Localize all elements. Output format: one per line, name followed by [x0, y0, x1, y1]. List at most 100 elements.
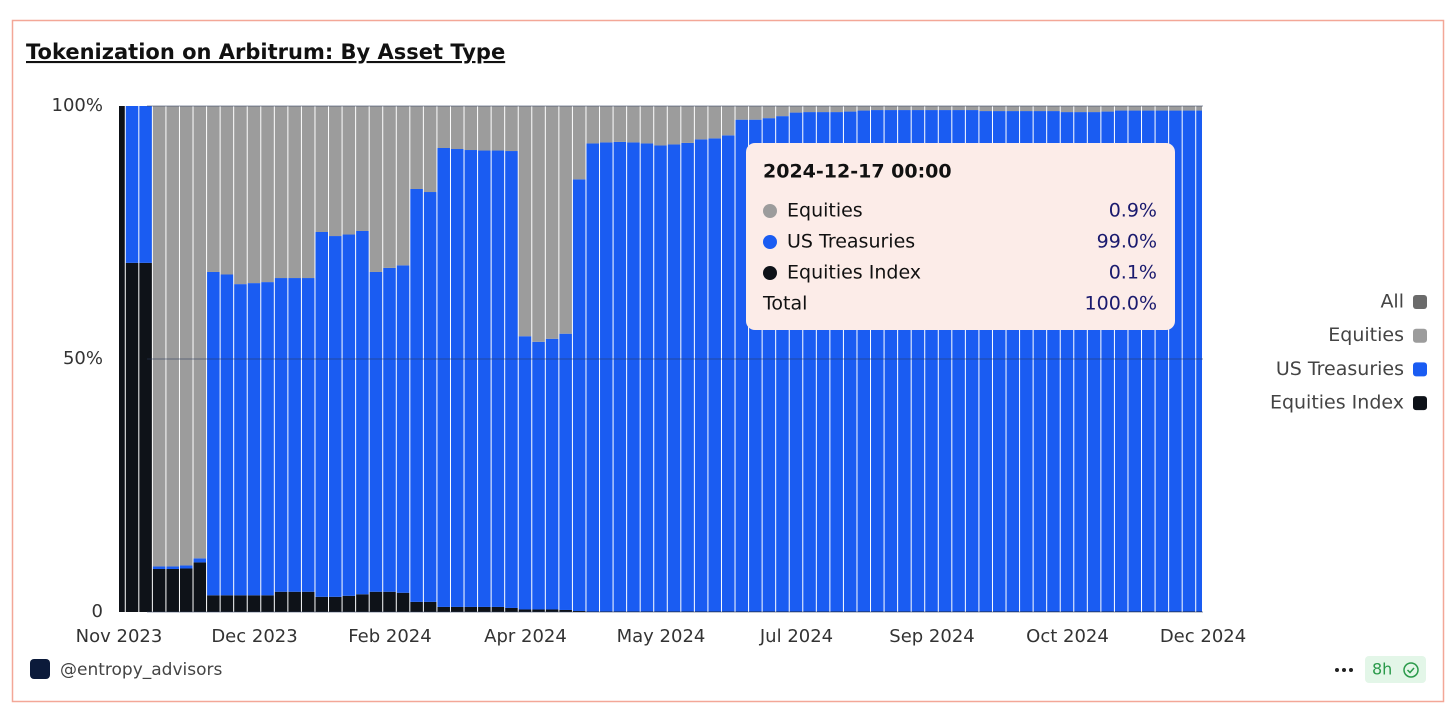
bar-segment: [843, 106, 857, 112]
bar-segment: [627, 106, 640, 143]
bar-segment: [437, 106, 450, 148]
bar-segment: [261, 595, 274, 612]
bar-segment: [572, 106, 586, 180]
bar-segment: [342, 234, 356, 596]
bar-segment: [965, 106, 979, 111]
bar-segment: [152, 568, 166, 612]
bar-segment: [274, 278, 288, 592]
bar-segment: [925, 106, 938, 111]
bar-segment: [491, 606, 505, 612]
tooltip-total-name: Total: [762, 293, 807, 315]
bar-segment: [423, 106, 437, 193]
bar-segment: [329, 236, 342, 597]
bar-segment: [342, 106, 356, 235]
legend-swatch: [1413, 328, 1427, 343]
bar-segment: [288, 278, 301, 592]
bar-segment: [119, 106, 125, 612]
bar-segment: [383, 591, 396, 612]
legend-label: All: [1380, 291, 1404, 313]
bar-segment: [559, 333, 572, 610]
bar-segment: [613, 141, 627, 612]
tooltip-name: Equities Index: [787, 262, 921, 284]
bar-segment: [681, 142, 694, 612]
bar-segment: [1155, 106, 1169, 111]
bar-segment: [288, 106, 301, 279]
bar-segment: [505, 607, 518, 612]
bar-segment: [600, 106, 613, 143]
bar-segment: [708, 106, 721, 139]
bar-segment: [505, 106, 518, 152]
bar-segment: [1006, 106, 1020, 112]
bar-segment: [166, 106, 179, 567]
bar-segment: [491, 150, 505, 607]
x-tick-label: May 2024: [617, 626, 706, 647]
bar-segment: [600, 142, 613, 612]
x-tick-label: Nov 2023: [76, 626, 163, 647]
bar-segment: [749, 106, 762, 120]
bar-segment: [1087, 106, 1101, 113]
bar-segment: [898, 106, 911, 111]
bar-segment: [1142, 106, 1155, 111]
bar-segment: [532, 106, 545, 342]
bar-segment: [952, 106, 965, 111]
bar-segment: [450, 606, 464, 612]
bar-segment: [478, 150, 491, 607]
bar-segment: [721, 106, 735, 136]
bar-segment: [694, 106, 708, 140]
bar-segment: [207, 595, 220, 612]
bar-segment: [234, 595, 247, 612]
bar-segment: [640, 143, 654, 612]
bar-segment: [369, 591, 383, 612]
bar-segment: [572, 610, 586, 612]
bar-segment: [207, 271, 220, 596]
bar-segment: [559, 106, 572, 334]
bar-segment: [329, 596, 342, 612]
bar-segment: [532, 341, 545, 610]
more-menu[interactable]: [1335, 668, 1353, 672]
bar-segment: [396, 592, 410, 612]
legend-label: Equities: [1328, 324, 1404, 346]
bar-segment: [383, 267, 396, 592]
bar-segment: [193, 106, 207, 559]
y-tick-label: 100%: [52, 95, 103, 116]
bar-segment: [545, 609, 559, 612]
bar-segment: [1060, 106, 1074, 113]
bar-segment: [545, 338, 559, 610]
bar-segment: [125, 106, 139, 263]
legend-swatch: [1413, 295, 1427, 309]
bar-segment: [464, 106, 478, 151]
bar-segment: [369, 106, 383, 272]
bar-segment: [410, 106, 423, 189]
bar-segment: [234, 284, 247, 596]
bar-segment: [423, 601, 437, 612]
bar-segment: [1074, 106, 1087, 113]
bar-segment: [410, 188, 423, 602]
bar-segment: [342, 595, 356, 612]
legend-swatch: [1413, 396, 1427, 411]
bar-segment: [857, 106, 871, 111]
y-tick-label: 50%: [63, 348, 103, 369]
bar-segment: [1047, 106, 1060, 112]
bar-segment: [234, 106, 247, 285]
bar-segment: [315, 106, 329, 232]
bar-segment: [613, 106, 627, 142]
tooltip-dot: [763, 235, 777, 249]
bar-segment: [152, 106, 166, 567]
bar-segment: [992, 106, 1006, 112]
bar-segment: [735, 106, 749, 120]
bar-segment: [667, 106, 681, 145]
bar-segment: [871, 106, 884, 111]
bar-segment: [559, 609, 572, 612]
bar-segment: [247, 595, 261, 612]
tooltip-dot: [763, 204, 777, 218]
bar-segment: [179, 565, 193, 569]
x-tick-label: Dec 2024: [1160, 626, 1246, 647]
legend-swatch: [1413, 362, 1427, 377]
bar-segment: [1020, 106, 1033, 112]
bar-segment: [721, 135, 735, 612]
bar-segment: [396, 265, 410, 593]
tooltip-name: Equities: [787, 200, 863, 222]
bar-segment: [247, 106, 261, 284]
bar-segment: [139, 106, 152, 263]
bar-segment: [708, 138, 721, 612]
